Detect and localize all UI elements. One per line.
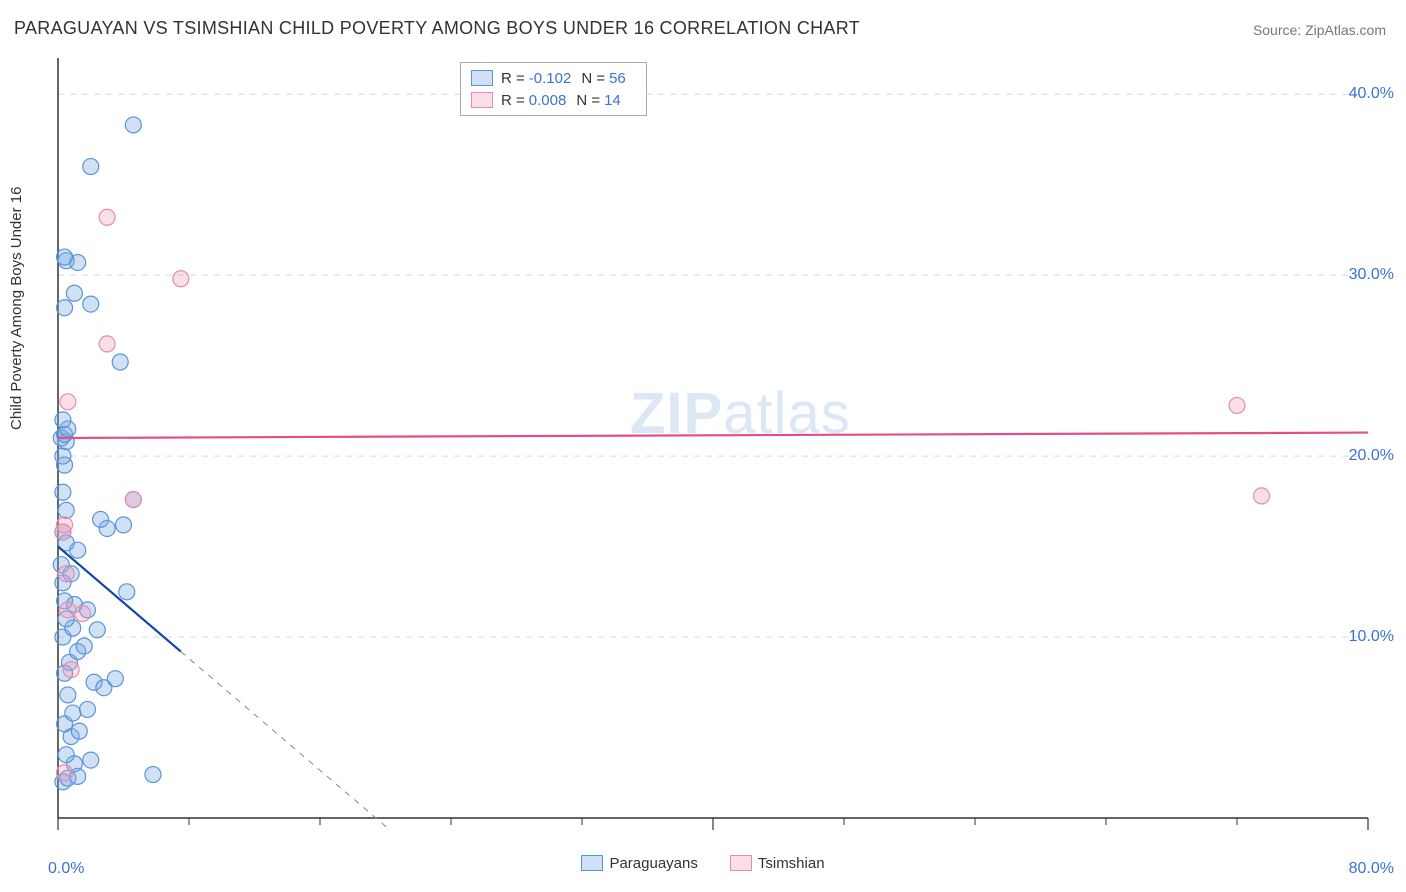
- legend-n-value: 14: [604, 92, 621, 109]
- scatter-point: [58, 566, 74, 582]
- scatter-point: [116, 517, 132, 533]
- scatter-point: [57, 765, 73, 781]
- scatter-point: [145, 767, 161, 783]
- legend-r-value: -0.102: [529, 70, 572, 87]
- scatter-point: [99, 336, 115, 352]
- scatter-point: [83, 752, 99, 768]
- legend-n-label: N =: [576, 92, 600, 109]
- legend-swatch: [471, 70, 493, 86]
- scatter-point: [58, 747, 74, 763]
- scatter-point: [83, 159, 99, 175]
- y-tick-label: 10.0%: [1349, 628, 1394, 646]
- scatter-point: [55, 484, 71, 500]
- scatter-point: [99, 209, 115, 225]
- scatter-point: [57, 517, 73, 533]
- correlation-legend: R =-0.102N =56R =0.008N =14: [460, 62, 647, 116]
- scatter-point: [55, 412, 71, 428]
- chart-svg: [48, 58, 1388, 830]
- legend-item: Paraguayans: [581, 855, 697, 872]
- legend-row: R =0.008 N =14: [471, 89, 636, 111]
- scatter-point: [1229, 397, 1245, 413]
- scatter-point: [63, 662, 79, 678]
- source-label: Source:: [1253, 22, 1305, 38]
- scatter-point: [76, 638, 92, 654]
- legend-r-value: 0.008: [529, 92, 567, 109]
- series-legend: Paraguayans Tsimshian: [0, 855, 1406, 877]
- scatter-point: [58, 502, 74, 518]
- legend-r-label: R =: [501, 70, 525, 87]
- scatter-point: [57, 300, 73, 316]
- scatter-point: [65, 705, 81, 721]
- scatter-point: [55, 448, 71, 464]
- trend-line: [58, 433, 1368, 438]
- legend-item: Tsimshian: [730, 855, 825, 872]
- source-value: ZipAtlas.com: [1305, 22, 1386, 38]
- scatter-point: [79, 701, 95, 717]
- legend-r-label: R =: [501, 92, 525, 109]
- scatter-point: [60, 394, 76, 410]
- y-axis-label: Child Poverty Among Boys Under 16: [8, 187, 25, 430]
- legend-swatch: [730, 855, 752, 871]
- source-attribution: Source: ZipAtlas.com: [1253, 22, 1386, 38]
- scatter-point: [71, 723, 87, 739]
- y-tick-label: 40.0%: [1349, 85, 1394, 103]
- legend-label: Paraguayans: [609, 855, 697, 872]
- scatter-point: [89, 622, 105, 638]
- legend-n-value: 56: [609, 70, 626, 87]
- scatter-point: [66, 285, 82, 301]
- scatter-point: [93, 511, 109, 527]
- scatter-point: [173, 271, 189, 287]
- scatter-point: [125, 492, 141, 508]
- scatter-point: [75, 606, 91, 622]
- scatter-point: [57, 249, 73, 265]
- scatter-point: [125, 117, 141, 133]
- chart-title: PARAGUAYAN VS TSIMSHIAN CHILD POVERTY AM…: [14, 18, 860, 39]
- legend-swatch: [581, 855, 603, 871]
- legend-label: Tsimshian: [758, 855, 825, 872]
- plot-area: [48, 58, 1388, 830]
- y-tick-label: 30.0%: [1349, 266, 1394, 284]
- scatter-point: [83, 296, 99, 312]
- scatter-point: [60, 687, 76, 703]
- legend-swatch: [471, 92, 493, 108]
- scatter-point: [60, 602, 76, 618]
- trend-line-extension: [181, 652, 418, 830]
- scatter-point: [119, 584, 135, 600]
- scatter-point: [107, 671, 123, 687]
- legend-n-label: N =: [581, 70, 605, 87]
- scatter-point: [1254, 488, 1270, 504]
- y-tick-label: 20.0%: [1349, 447, 1394, 465]
- scatter-point: [112, 354, 128, 370]
- legend-row: R =-0.102 N =56: [471, 67, 636, 89]
